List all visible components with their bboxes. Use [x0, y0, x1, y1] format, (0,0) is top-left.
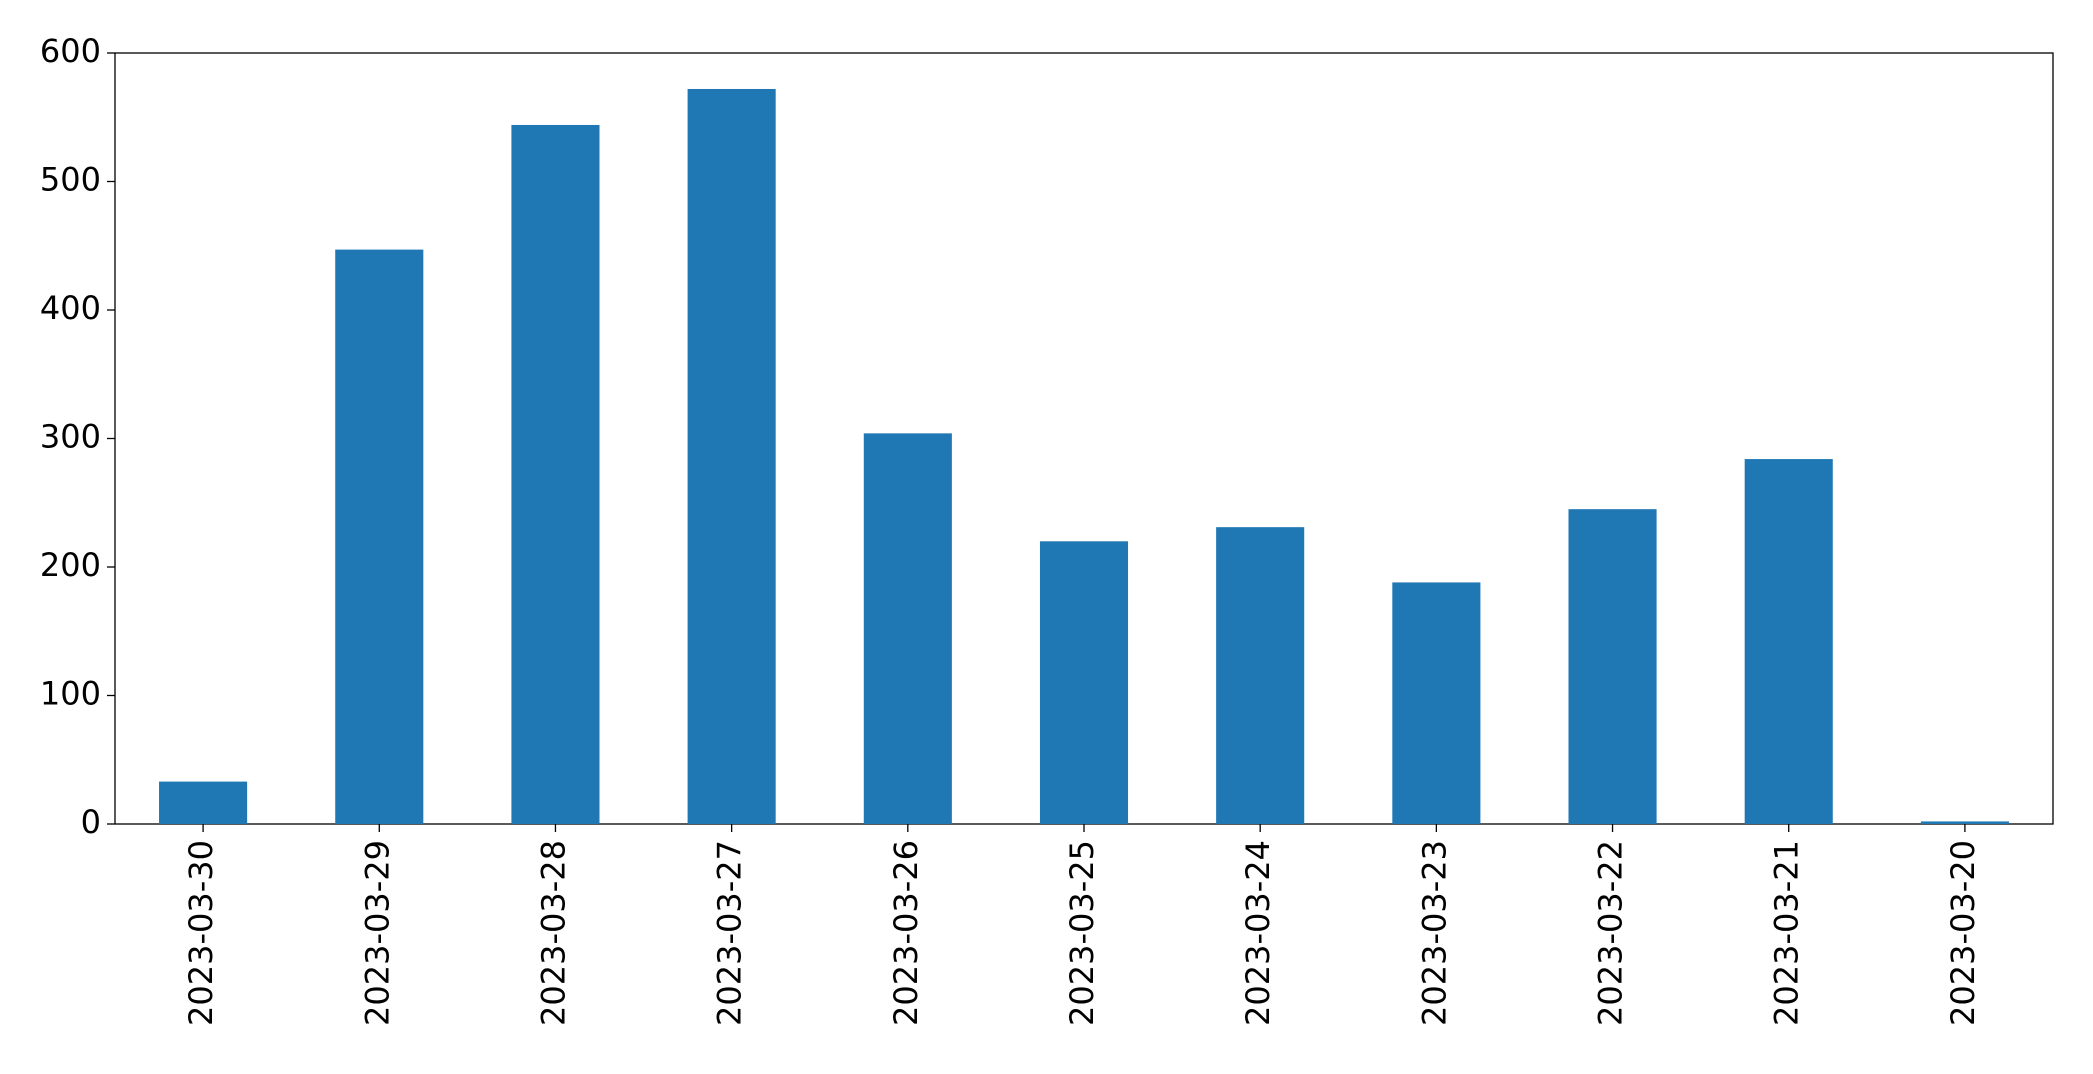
y-tick-label: 400	[40, 289, 101, 327]
x-tick-label: 2023-03-23	[1415, 840, 1453, 1026]
bar	[1039, 541, 1129, 824]
x-tick-label: 2023-03-27	[711, 840, 749, 1026]
y-tick-label: 200	[40, 546, 101, 584]
x-tick-label: 2023-03-25	[1063, 840, 1101, 1026]
bar	[1392, 582, 1481, 824]
bar	[1744, 459, 1833, 824]
x-tick-label: 2023-03-22	[1592, 840, 1630, 1026]
x-tick-label: 2023-03-28	[534, 840, 572, 1026]
bar	[159, 781, 248, 824]
y-tick-label: 600	[40, 32, 101, 70]
y-tick-label: 500	[40, 161, 101, 199]
bar	[1568, 509, 1657, 824]
bar	[335, 249, 424, 825]
x-tick-label: 2023-03-24	[1239, 840, 1277, 1026]
bar	[1216, 527, 1305, 824]
x-tick-label: 2023-03-30	[182, 840, 220, 1026]
bar	[863, 433, 952, 824]
x-tick-label: 2023-03-29	[358, 840, 396, 1026]
x-tick-label: 2023-03-21	[1768, 840, 1806, 1026]
x-tick-label: 2023-03-26	[887, 840, 925, 1026]
bar	[1920, 821, 2009, 824]
y-tick-label: 0	[81, 803, 101, 841]
x-tick-label: 2023-03-20	[1944, 840, 1982, 1026]
y-tick-label: 300	[40, 418, 101, 456]
y-tick-label: 100	[40, 675, 101, 713]
bar	[511, 124, 600, 824]
bar	[687, 88, 776, 825]
